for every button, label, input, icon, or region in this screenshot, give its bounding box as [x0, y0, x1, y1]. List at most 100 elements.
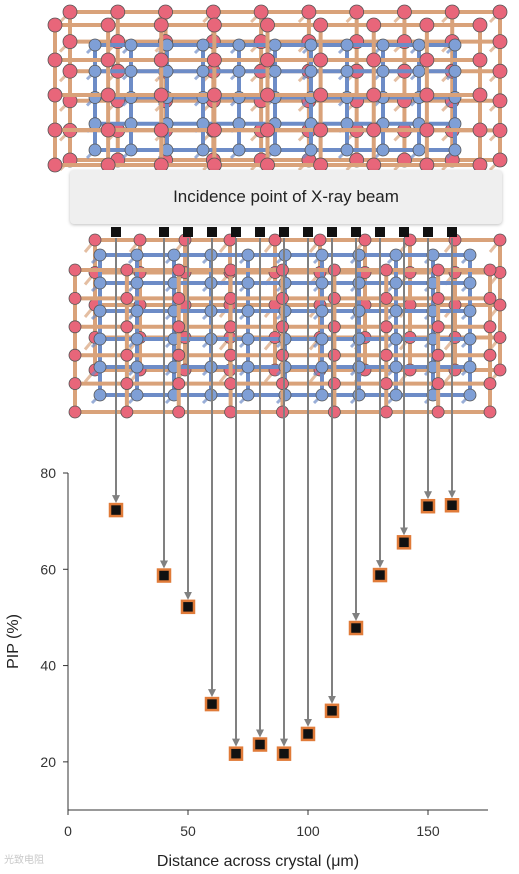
lattice-atom	[376, 64, 390, 78]
lattice-atom	[153, 122, 169, 138]
lattice-atom	[232, 143, 246, 157]
lattice-atom	[196, 38, 210, 52]
lattice-atom	[260, 17, 275, 33]
incidence-marker	[303, 227, 313, 237]
lattice-atom	[130, 248, 144, 262]
lattice-atom	[340, 38, 354, 52]
lattice-atom	[241, 248, 255, 262]
lattice-atom	[276, 320, 289, 334]
lattice-atom	[315, 248, 329, 262]
lattice-atom	[260, 122, 275, 138]
data-point	[300, 726, 316, 742]
watermark-text: 光致电阻	[4, 855, 44, 866]
y-tick-label: 40	[40, 658, 56, 674]
incidence-marker	[423, 227, 433, 237]
lattice-atom	[206, 87, 222, 103]
lattice-atom	[349, 4, 365, 20]
lattice-atom	[463, 360, 477, 374]
data-point	[252, 737, 268, 752]
lattice-atom	[389, 248, 403, 262]
lattice-atom	[130, 388, 144, 402]
lattice-atom	[431, 263, 445, 277]
lattice-atom	[47, 122, 63, 138]
lattice-atom	[376, 143, 390, 157]
lattice-atom	[389, 360, 403, 374]
lattice-atom	[493, 298, 507, 312]
lattice-atom	[463, 248, 477, 262]
data-point	[444, 498, 460, 513]
lattice-atom	[472, 122, 488, 138]
lattice-atom	[276, 377, 289, 391]
data-point	[324, 703, 340, 719]
lattice-atom	[241, 360, 255, 374]
lattice-atom	[172, 377, 186, 391]
lattice-atom	[68, 291, 82, 305]
lattice-atom	[232, 38, 246, 52]
incidence-marker	[255, 227, 265, 237]
lattice-atom	[196, 64, 210, 78]
lattice-atom	[397, 4, 412, 20]
incidence-marker	[159, 227, 169, 237]
lattice-atom	[444, 4, 460, 20]
data-point	[204, 696, 220, 712]
y-tick-label: 60	[40, 561, 56, 577]
lattice-atom	[313, 122, 329, 138]
x-tick-label: 50	[180, 823, 196, 839]
lattice-atom	[100, 87, 116, 103]
lattice-atom	[130, 360, 144, 374]
lattice-atom	[358, 233, 372, 247]
lattice-atom	[313, 87, 329, 103]
lattice-atom	[172, 320, 186, 334]
lattice-atom	[241, 388, 255, 402]
lattice-atom	[172, 263, 186, 277]
lattice-atom	[206, 17, 222, 33]
lattice-atom	[206, 52, 222, 68]
lattice-atom	[93, 388, 107, 402]
lattice-atom	[68, 320, 82, 334]
lattice-atom	[463, 304, 477, 318]
lattice-atom	[276, 263, 289, 277]
lattice-atom	[431, 348, 445, 362]
lattice-atom	[389, 332, 403, 346]
lattice-atom	[153, 87, 169, 103]
lattice-atom	[448, 64, 462, 78]
lattice-atom	[153, 52, 169, 68]
lattice-atom	[448, 143, 462, 157]
lattice-atom	[62, 34, 78, 49]
lattice-atom	[366, 17, 382, 33]
x-tick-label: 150	[416, 823, 440, 839]
lower-front-lattice	[68, 263, 497, 419]
lattice-atom	[315, 388, 329, 402]
data-point	[228, 746, 244, 761]
lattice-atom	[88, 143, 102, 157]
lattice-atom	[366, 87, 382, 103]
lattice-atom	[463, 388, 477, 402]
lattice-atom	[315, 332, 329, 346]
lattice-atom	[431, 405, 445, 419]
lattice-atom	[268, 233, 282, 247]
lattice-atom	[93, 248, 107, 262]
lattice-atom	[120, 291, 134, 305]
lattice-atom	[493, 363, 507, 377]
lattice-atom	[304, 38, 318, 52]
data-point	[420, 498, 436, 514]
data-point	[156, 568, 172, 583]
lattice-atom	[153, 17, 169, 33]
lattice-atom	[376, 38, 390, 52]
lattice-atom	[88, 38, 102, 52]
lattice-atom	[340, 143, 354, 157]
lattice-atom	[100, 122, 116, 138]
lattice-atom	[260, 52, 275, 68]
data-point	[108, 502, 124, 518]
lattice-atom	[68, 377, 82, 391]
crystal-lattice-illustration	[47, 4, 508, 419]
lattice-atom	[340, 64, 354, 78]
data-point	[396, 535, 412, 550]
x-tick-label: 100	[296, 823, 320, 839]
incidence-marker	[351, 227, 361, 237]
incidence-marker	[231, 227, 241, 237]
lattice-atom	[260, 87, 275, 103]
lattice-atom	[196, 143, 210, 157]
lattice-atom	[68, 263, 82, 277]
lattice-atom	[120, 348, 134, 362]
